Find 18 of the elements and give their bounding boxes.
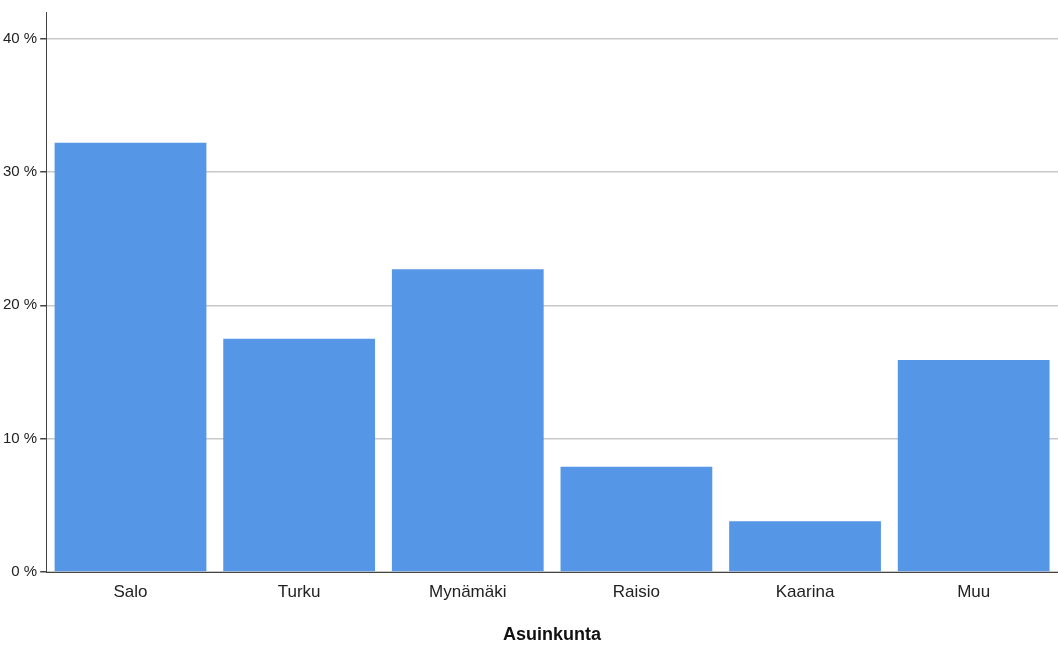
y-tick-label: 30 % — [2, 162, 38, 180]
y-tick-label: 10 % — [2, 428, 38, 446]
bar — [54, 142, 207, 572]
bar — [391, 269, 544, 572]
x-tick-label: Salo — [113, 581, 148, 601]
y-tick-label: 40 % — [2, 28, 38, 46]
x-tick-label: Mynämäki — [429, 581, 507, 601]
y-tick-label: 0 % — [11, 562, 38, 580]
x-tick-label: Kaarina — [775, 581, 835, 601]
y-tick-label: 20 % — [2, 295, 38, 313]
bar — [560, 466, 713, 572]
x-tick-label: Muu — [957, 581, 991, 601]
bar — [729, 521, 881, 572]
x-tick-label: Turku — [277, 581, 321, 601]
x-tick-label: Raisio — [612, 581, 661, 601]
bar — [223, 338, 376, 572]
x-axis-title: Asuinkunta — [503, 624, 603, 645]
bar — [897, 360, 1050, 572]
